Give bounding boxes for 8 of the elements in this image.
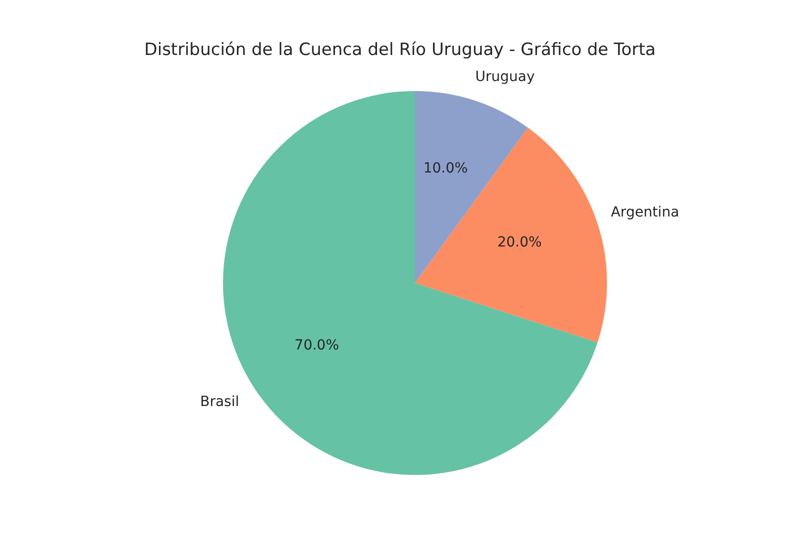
pie-slice	[415, 128, 607, 342]
data-label: 10.0%	[423, 160, 468, 176]
slice-label: Uruguay	[475, 69, 535, 86]
data-label: 70.0%	[294, 338, 340, 354]
data-label: 20.0%	[497, 234, 542, 250]
chart-title: Distribución de la Cuenca del Río Uruguay - Gráfico de Torta	[143, 40, 657, 60]
slice-label: Argentina	[610, 204, 680, 221]
slice-label: Brasil	[200, 394, 240, 410]
